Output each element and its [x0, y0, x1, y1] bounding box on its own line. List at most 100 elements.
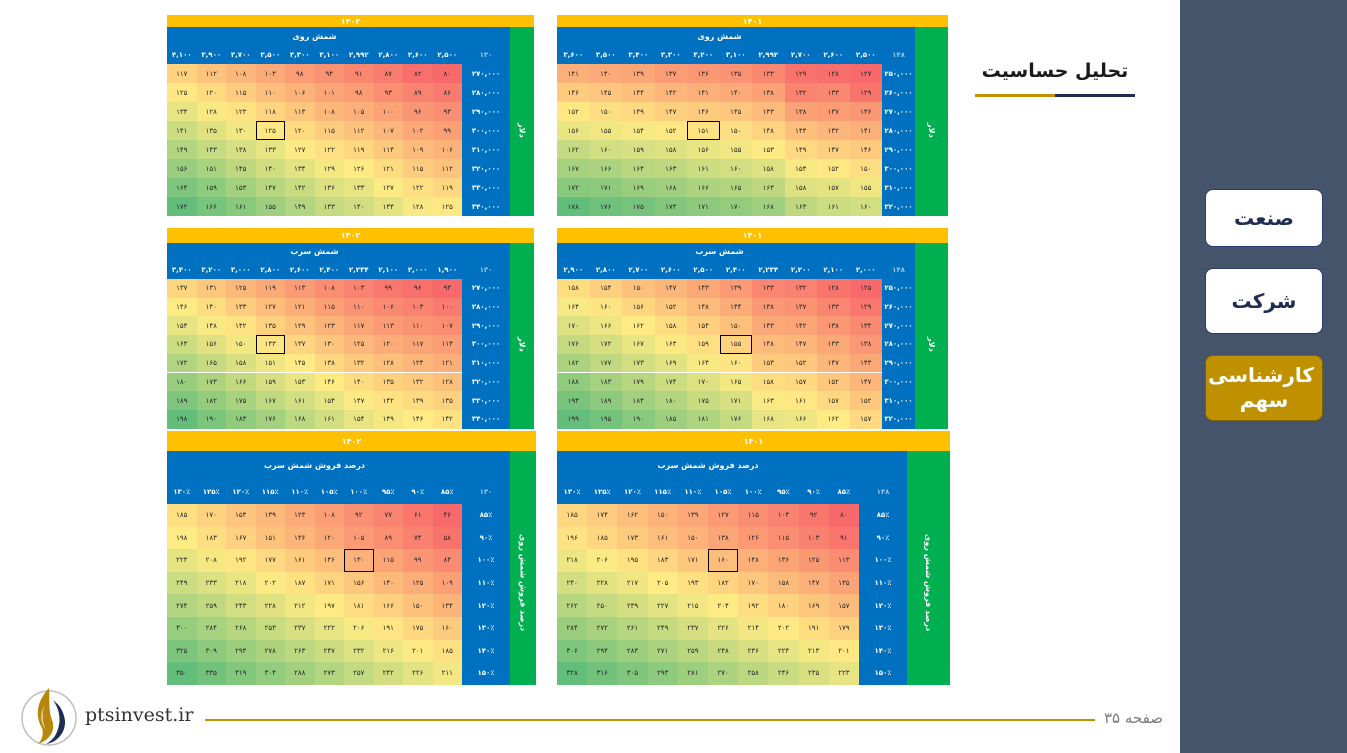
table-cell: ۲۰۵	[647, 571, 678, 595]
year-header-bar: ۱۴۰۱	[557, 228, 948, 243]
table-cell: ۹۳	[432, 102, 462, 121]
table-cell: ۱۶۱	[784, 391, 817, 410]
table-cell: ۲۳۹	[617, 594, 648, 617]
row-header: ۱۵۰٪	[874, 669, 892, 678]
table-cell: ۹۳	[373, 83, 403, 102]
table-cell: ۱۸۰	[654, 391, 687, 410]
table-cell: ۱۴۱	[687, 83, 720, 102]
table-cell: ۹۱	[828, 526, 859, 550]
table-cell: ۱۴۷	[654, 279, 687, 298]
table-cell: ۱۱۳	[373, 316, 403, 336]
table-cell: ۱۶۶	[589, 316, 622, 336]
sensitivity-table-sales-pct-1402: ۱۴۰۲ درصد فروش شمش سرب درصد فروش شمش روی ۱۳…	[167, 431, 536, 685]
table-cell: ۱۶۴	[167, 178, 197, 197]
row-header: ۱۲۰٪	[874, 601, 892, 610]
table-cell: ۱۷۳	[654, 197, 687, 216]
table-cell: ۱۳۳	[255, 140, 285, 159]
table-cell: ۱۶۰	[432, 617, 462, 640]
table-cell: ۱۲۱	[373, 159, 403, 178]
table-cell: ۱۳۹	[719, 279, 752, 298]
table-cell: ۱۶۹	[654, 353, 687, 373]
table-cell: ۱۷۱	[719, 391, 752, 410]
header-background	[557, 27, 915, 64]
table-cell: ۱۷۸	[557, 197, 590, 216]
table-cell: ۱۹۰	[622, 409, 655, 429]
table-cell: ۱۳۵	[255, 316, 285, 336]
table-cell: ۲۱۶	[373, 639, 403, 663]
table-cell: ۱۰۵	[344, 526, 374, 550]
table-cell: ۱۲۹	[784, 64, 817, 83]
column-header: ۲,۸۰۰	[595, 265, 616, 274]
table-cell: ۱۰۷	[432, 316, 462, 336]
table-cell: ۱۶۸	[654, 178, 687, 197]
table-cell: ۴۶	[432, 504, 462, 527]
table-cell: ۱۴۸	[738, 549, 769, 572]
table-cell: ۲۸۴	[196, 617, 226, 640]
table-cell: ۲۲۷	[647, 594, 678, 617]
table-cell: ۱۶۶	[196, 197, 226, 216]
table-cell: ۱۱۲	[432, 159, 462, 178]
footer-divider	[205, 719, 1095, 721]
table-cell: ۱۱۹	[344, 140, 374, 159]
table-cell: ۱۵۲	[784, 353, 817, 373]
table-cell: ۱۲۲	[403, 178, 433, 197]
table-cell: ۱۵۲	[817, 372, 850, 392]
column-header: ۲,۴۰۰	[725, 265, 746, 274]
column-header: ۱۱۵٪	[654, 488, 672, 496]
row-axis-title: دلار	[517, 336, 527, 352]
table-cell: ۱۱۵	[738, 504, 769, 527]
nav-button-label: کارشناسی سهم	[1208, 363, 1314, 412]
table-cell: ۲۰۶	[587, 549, 618, 572]
row-header: ۱۲۰٪	[477, 601, 495, 610]
row-header: ۱۴۰٪	[477, 646, 495, 655]
nav-button-company[interactable]: شرکت	[1205, 268, 1323, 334]
row-axis-title: دلار	[927, 123, 936, 138]
website-url[interactable]: ptsinvest.ir	[85, 704, 194, 726]
table-cell: ۱۵۸	[654, 316, 687, 336]
table-cell: ۱۶۱	[314, 409, 344, 429]
row-axis-title: دلار	[517, 123, 527, 138]
row-header: ۱۰۰٪	[477, 556, 495, 565]
table-cell: ۱۴۷	[344, 391, 374, 410]
table-cell: ۲۶۸	[226, 617, 256, 640]
column-axis-title: شمش سرب	[695, 247, 744, 256]
table-cell: ۱۷۴	[587, 504, 618, 527]
column-header: ۳,۴۰۰	[628, 50, 649, 59]
table-cell: ۱۶۶	[784, 409, 817, 429]
table-cell: ۱۵۵	[719, 140, 752, 159]
header-background	[557, 451, 907, 504]
table-cell: ۱۷۶	[557, 335, 590, 354]
table-cell: ۱۶۲	[617, 504, 648, 527]
table-cell: ۱۶۰	[719, 353, 752, 373]
table-cell: ۱۴۹	[373, 409, 403, 429]
column-header: ۱۰۵٪	[714, 488, 732, 496]
row-header: ۲۷۰,۰۰۰	[884, 321, 913, 330]
table-cell: ۱۷۱	[589, 178, 622, 197]
table-cell: ۱۳۳	[817, 83, 850, 102]
row-header: ۳۴۰,۰۰۰	[471, 415, 501, 424]
table-cell: ۲۶۱	[617, 617, 648, 640]
table-cell: ۲۰۲	[255, 571, 285, 595]
table-cell: ۳۲۵	[167, 639, 197, 663]
table-cell: ۱۳۲	[784, 279, 817, 298]
nav-button-industry[interactable]: صنعت	[1205, 189, 1323, 247]
row-header: ۱۳۰٪	[874, 624, 892, 633]
column-header: ۲,۷۰۰	[628, 265, 649, 274]
nav-button-stock-valuation[interactable]: کارشناسی سهم	[1205, 355, 1323, 421]
table-cell: ۲۶۳	[285, 639, 315, 663]
table-cell: ۱۴۰	[196, 297, 226, 317]
table-cell: ۱۴۸	[752, 121, 785, 140]
table-cell: ۱۳۹	[677, 504, 708, 527]
table-cell: ۱۵۲	[654, 121, 687, 140]
table-cell: ۱۴۹	[622, 102, 655, 121]
table-cell: ۲۴۸	[708, 639, 739, 663]
table-cell: ۱۳۶	[768, 549, 799, 572]
table-cell: ۱۴۳	[849, 353, 882, 373]
table-cell: ۱۶۱	[647, 526, 678, 550]
table-cell: ۱۶۴	[557, 297, 590, 317]
table-cell: ۱۸۲	[557, 353, 590, 373]
table-cell: ۱۷۰	[719, 197, 752, 216]
table-cell: ۱۷۰	[687, 372, 720, 392]
table-cell: ۱۵۸	[768, 571, 799, 595]
row-header: ۳۱۰,۰۰۰	[471, 145, 501, 154]
